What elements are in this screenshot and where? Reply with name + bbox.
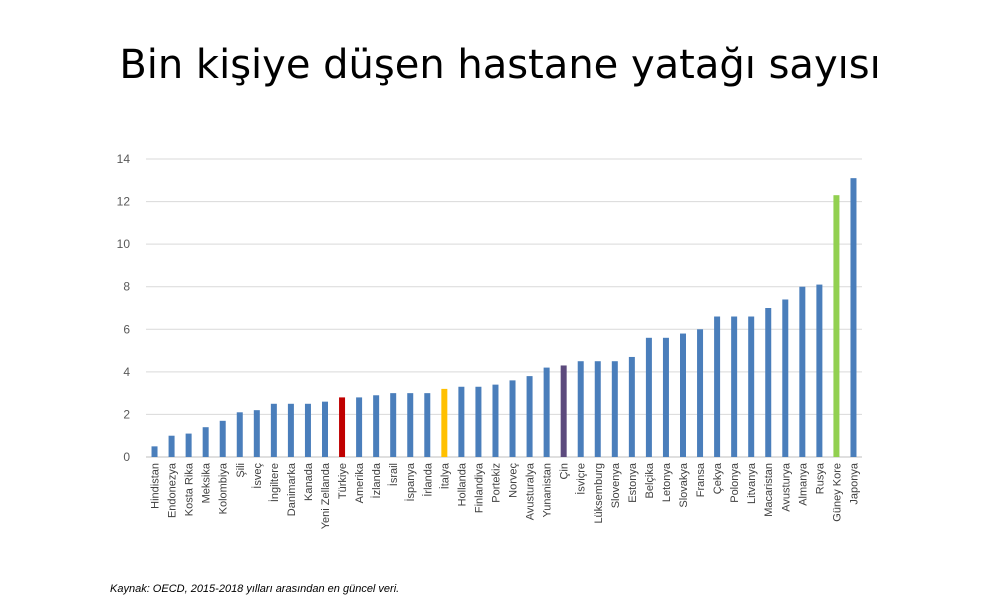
bar <box>458 386 465 457</box>
x-category-label: Çin <box>559 463 571 480</box>
y-tick-label: 6 <box>123 322 130 336</box>
bar <box>151 446 158 457</box>
x-category-label: Belçika <box>644 462 656 498</box>
bar <box>577 361 584 457</box>
x-category-label: Litvanya <box>746 462 758 504</box>
bar <box>373 395 380 457</box>
x-category-label: Kanada <box>303 462 315 501</box>
bar <box>799 286 806 457</box>
x-category-label: Endonezya <box>167 462 179 518</box>
y-tick-label: 2 <box>123 407 130 421</box>
bar <box>339 397 346 457</box>
bar <box>680 333 686 457</box>
bar <box>322 401 328 457</box>
y-tick-label: 4 <box>123 365 130 379</box>
bar <box>697 329 704 457</box>
x-category-label: Letonya <box>661 462 673 502</box>
x-axis-category-labels: Hindistan Endonezya Kosta Rika Meksika Kolom… <box>150 462 861 529</box>
x-category-label: İtalya <box>438 462 451 489</box>
y-tick-label: 10 <box>117 237 131 251</box>
x-category-label: İsrail <box>387 463 400 486</box>
x-category-label: Lüksemburg <box>593 463 605 524</box>
bar <box>390 393 397 457</box>
x-category-label: Çekya <box>712 462 724 494</box>
x-category-label: Macaristan <box>763 463 775 517</box>
bar <box>407 393 414 457</box>
x-category-label: Meksika <box>201 462 213 503</box>
x-category-label: Rusya <box>814 462 826 494</box>
bar <box>304 403 311 457</box>
x-category-label: Portekiz <box>490 463 502 503</box>
x-category-label: İrlanda <box>421 462 434 497</box>
source-note: Kaynak: OECD, 2015-2018 yılları arasında… <box>110 583 400 595</box>
x-category-label: Norveç <box>508 463 520 498</box>
x-category-label: Finlandiya <box>473 462 485 513</box>
bar <box>765 308 772 457</box>
bar <box>714 316 721 457</box>
bar <box>492 384 499 457</box>
bar <box>509 380 516 457</box>
bar <box>850 178 857 457</box>
y-tick-label: 8 <box>123 280 130 294</box>
bar <box>168 435 175 457</box>
bar <box>441 388 448 457</box>
y-tick-label: 0 <box>123 450 130 464</box>
bar <box>833 195 840 457</box>
bar <box>645 337 652 457</box>
x-category-label: Estonya <box>627 462 639 503</box>
x-category-label: Slovenya <box>610 462 622 508</box>
x-category-label: Güney Kore <box>831 463 843 522</box>
bar <box>594 361 601 457</box>
x-category-label: Kosta Rika <box>184 462 196 516</box>
x-category-label: Almanya <box>797 462 809 506</box>
x-category-label: İsviçre <box>575 463 588 495</box>
bar <box>287 403 294 457</box>
x-category-label: Şili <box>235 463 247 478</box>
bar <box>662 337 669 457</box>
bar <box>424 393 431 457</box>
x-category-label: Yunanistan <box>542 463 554 517</box>
bar <box>236 412 243 457</box>
x-category-label: Hindistan <box>150 463 162 509</box>
bar <box>253 410 260 457</box>
page-title: Bin kişiye düşen hastane yatağı sayısı <box>119 42 881 88</box>
bar <box>543 367 550 457</box>
bar <box>526 376 533 457</box>
x-category-label: Türkiye <box>337 463 349 499</box>
bar <box>816 284 823 457</box>
bar <box>185 433 192 457</box>
x-category-label: Avusturalya <box>525 462 537 520</box>
bar <box>219 420 226 457</box>
bar <box>611 361 618 457</box>
x-category-label: Polonya <box>729 462 741 503</box>
y-tick-label: 12 <box>117 195 131 209</box>
x-category-label: İzlanda <box>370 462 383 498</box>
bar <box>560 365 567 457</box>
x-category-label: İsveç <box>251 463 264 489</box>
y-axis-tick-labels: 0 2 4 6 8 10 12 14 <box>117 152 131 464</box>
bar <box>202 427 209 457</box>
x-category-label: İspanya <box>404 462 417 501</box>
x-category-label: Japonya <box>848 462 860 504</box>
y-tick-label: 14 <box>117 152 131 166</box>
bar <box>475 386 482 457</box>
x-category-label: Slovakya <box>678 462 690 508</box>
x-category-label: Kolombiya <box>218 462 230 514</box>
x-category-label: Danimarka <box>286 462 298 516</box>
x-category-label: Hollanda <box>456 462 468 506</box>
bar <box>748 316 755 457</box>
gridlines <box>146 158 862 458</box>
x-category-label: Amerika <box>354 462 366 503</box>
bar <box>356 397 363 457</box>
bar <box>270 403 277 457</box>
bar <box>782 299 789 457</box>
bar <box>628 356 635 457</box>
x-category-label: Avusturya <box>780 462 792 512</box>
bars <box>151 178 857 457</box>
bar <box>731 316 738 457</box>
x-category-label: Yeni Zellanda <box>320 462 332 529</box>
x-category-label: Fransa <box>695 462 707 497</box>
x-category-label: İngiltere <box>268 463 281 502</box>
bar-chart: 0 2 4 6 8 10 12 14 Hindistan Endonezya Kosta Rika… <box>117 152 862 529</box>
